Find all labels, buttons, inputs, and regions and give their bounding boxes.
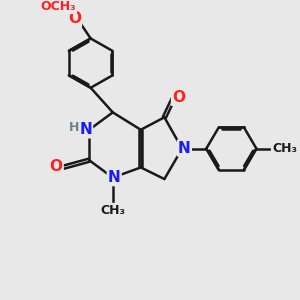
Text: O: O	[172, 90, 185, 105]
Text: O: O	[68, 11, 81, 26]
Text: N: N	[108, 170, 121, 185]
Text: CH₃: CH₃	[272, 142, 297, 155]
Text: N: N	[178, 140, 191, 155]
Text: N: N	[79, 122, 92, 137]
Text: CH₃: CH₃	[100, 204, 125, 217]
Text: H: H	[69, 121, 79, 134]
Text: O: O	[50, 159, 63, 174]
Text: OCH₃: OCH₃	[40, 0, 76, 13]
